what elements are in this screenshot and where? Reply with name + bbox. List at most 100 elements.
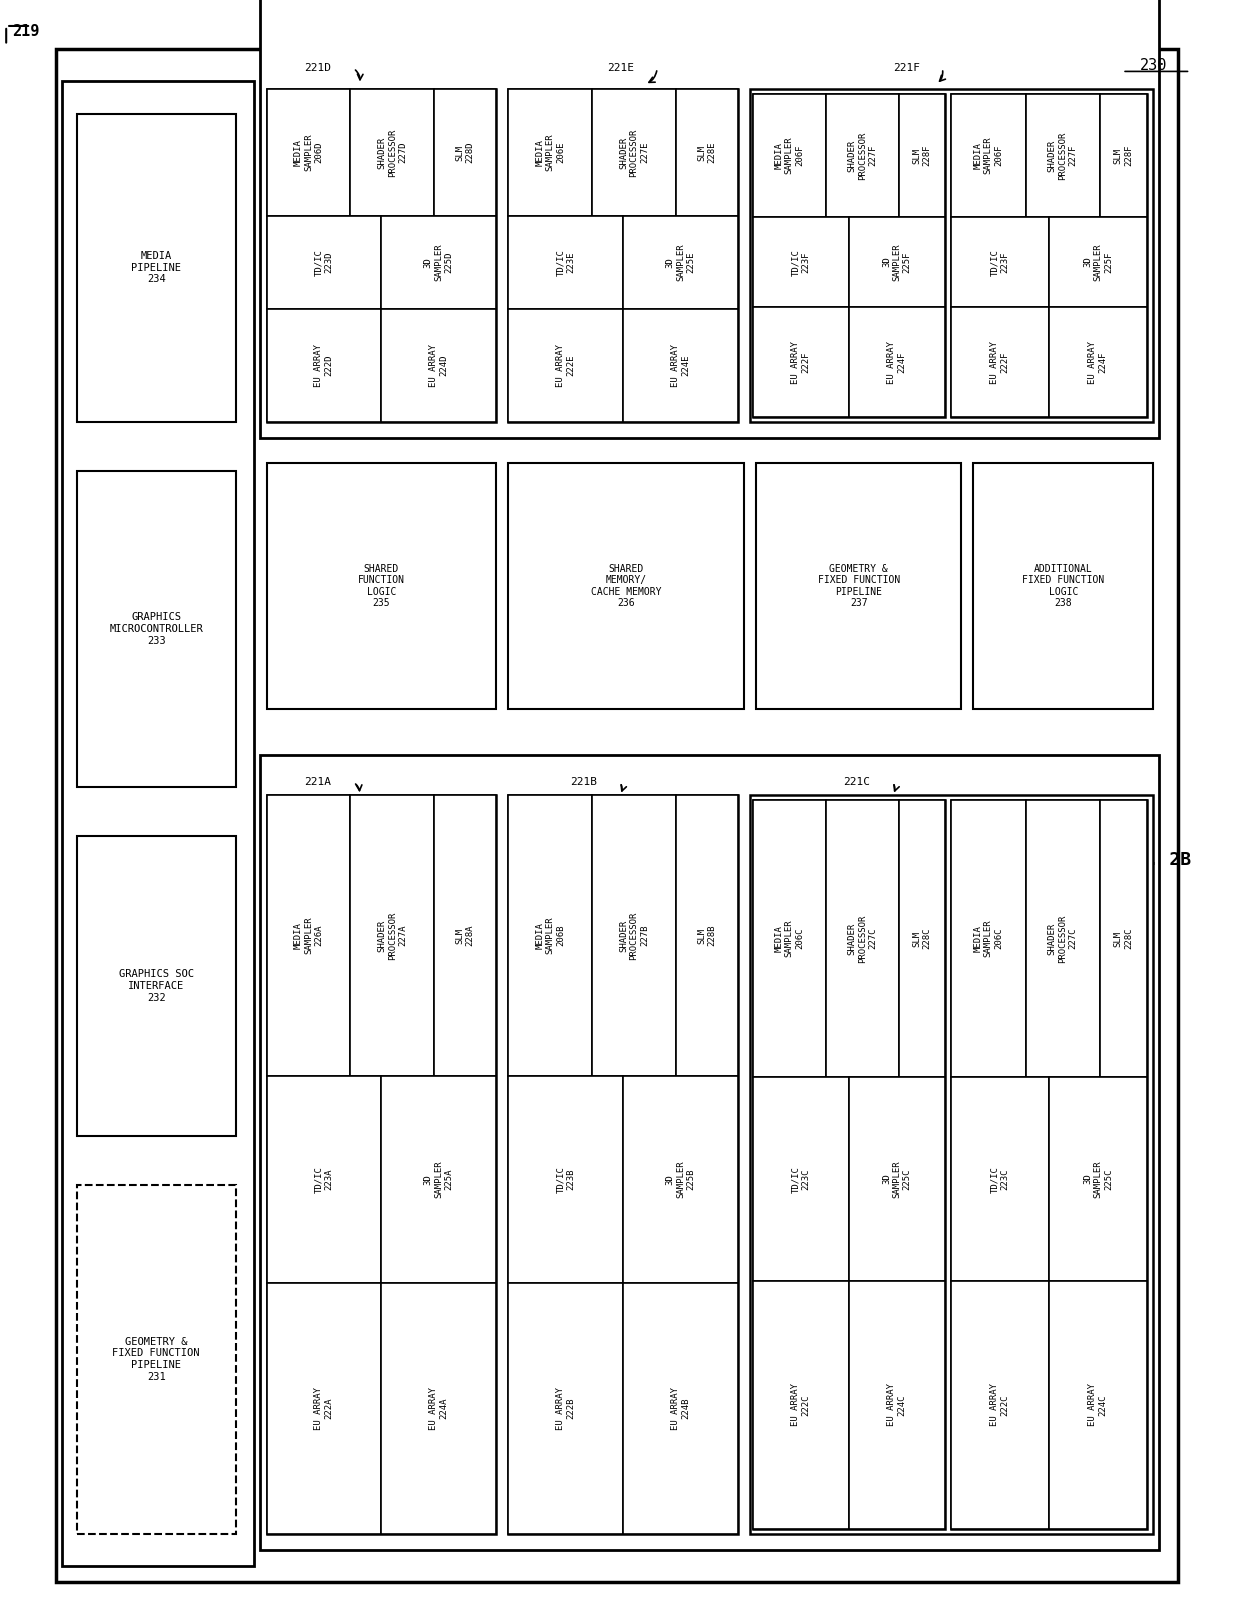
- Text: EU ARRAY
224C: EU ARRAY 224C: [887, 1383, 906, 1427]
- Text: 221E: 221E: [608, 63, 635, 73]
- Text: EU ARRAY
222A: EU ARRAY 222A: [314, 1386, 334, 1430]
- FancyBboxPatch shape: [899, 800, 945, 1078]
- Text: SHADER
PROCESSOR
227D: SHADER PROCESSOR 227D: [377, 128, 407, 177]
- Text: SHADER
PROCESSOR
227E: SHADER PROCESSOR 227E: [619, 128, 649, 177]
- Text: SHADER
PROCESSOR
227F: SHADER PROCESSOR 227F: [847, 131, 877, 180]
- FancyBboxPatch shape: [77, 471, 236, 787]
- Text: MEDIA
SAMPLER
226A: MEDIA SAMPLER 226A: [294, 917, 324, 954]
- FancyBboxPatch shape: [1049, 1281, 1147, 1529]
- Text: 3D
SAMPLER
225E: 3D SAMPLER 225E: [666, 243, 696, 281]
- Text: SLM
228B: SLM 228B: [697, 925, 717, 946]
- FancyBboxPatch shape: [676, 89, 738, 216]
- Text: SHADER
PROCESSOR
227C: SHADER PROCESSOR 227C: [847, 914, 877, 962]
- FancyBboxPatch shape: [508, 1282, 622, 1534]
- FancyBboxPatch shape: [951, 800, 1147, 1529]
- Text: EU ARRAY
224D: EU ARRAY 224D: [429, 344, 449, 386]
- Text: EU ARRAY
222F: EU ARRAY 222F: [791, 341, 811, 383]
- FancyBboxPatch shape: [267, 308, 382, 422]
- Text: TD/IC
223F: TD/IC 223F: [791, 248, 811, 276]
- Text: EU ARRAY
224F: EU ARRAY 224F: [887, 341, 906, 383]
- Text: MEDIA
SAMPLER
206F: MEDIA SAMPLER 206F: [774, 136, 804, 174]
- FancyBboxPatch shape: [622, 216, 738, 308]
- Text: 3D
SAMPLER
225D: 3D SAMPLER 225D: [424, 243, 454, 281]
- FancyBboxPatch shape: [77, 114, 236, 422]
- Text: GRAPHICS
MICROCONTROLLER
233: GRAPHICS MICROCONTROLLER 233: [109, 612, 203, 646]
- Text: TD/IC
223F: TD/IC 223F: [991, 248, 1009, 276]
- Text: 3D
SAMPLER
225F: 3D SAMPLER 225F: [1083, 243, 1114, 281]
- Text: 3D
SAMPLER
225C: 3D SAMPLER 225C: [882, 1160, 911, 1198]
- Text: SHADER
PROCESSOR
227C: SHADER PROCESSOR 227C: [1048, 914, 1078, 962]
- FancyBboxPatch shape: [753, 94, 826, 217]
- Text: SLM
228F: SLM 228F: [913, 144, 931, 166]
- FancyBboxPatch shape: [267, 795, 351, 1076]
- FancyBboxPatch shape: [267, 1282, 382, 1534]
- Text: MEDIA
SAMPLER
206F: MEDIA SAMPLER 206F: [973, 136, 1003, 174]
- Text: EU ARRAY
224E: EU ARRAY 224E: [671, 344, 691, 386]
- Text: SHADER
PROCESSOR
227F: SHADER PROCESSOR 227F: [1048, 131, 1078, 180]
- FancyBboxPatch shape: [593, 795, 676, 1076]
- Text: TD/IC
223C: TD/IC 223C: [991, 1165, 1009, 1193]
- Text: TD/IC
223A: TD/IC 223A: [314, 1165, 334, 1193]
- Text: SHADER
PROCESSOR
227B: SHADER PROCESSOR 227B: [619, 912, 649, 959]
- Text: EU ARRAY
222E: EU ARRAY 222E: [556, 344, 575, 386]
- FancyBboxPatch shape: [848, 1281, 945, 1529]
- FancyBboxPatch shape: [434, 795, 496, 1076]
- FancyBboxPatch shape: [753, 1281, 848, 1529]
- FancyBboxPatch shape: [593, 89, 676, 216]
- Text: SLM
228A: SLM 228A: [455, 925, 475, 946]
- FancyBboxPatch shape: [351, 795, 434, 1076]
- FancyBboxPatch shape: [622, 1282, 738, 1534]
- FancyBboxPatch shape: [899, 94, 945, 217]
- FancyBboxPatch shape: [508, 1076, 622, 1282]
- FancyBboxPatch shape: [267, 89, 496, 422]
- FancyBboxPatch shape: [382, 308, 496, 422]
- Text: 221D: 221D: [304, 63, 331, 73]
- FancyBboxPatch shape: [951, 217, 1049, 307]
- FancyBboxPatch shape: [1049, 307, 1147, 417]
- Text: EU ARRAY
222C: EU ARRAY 222C: [791, 1383, 811, 1427]
- FancyBboxPatch shape: [351, 89, 434, 216]
- Text: SHARED
FUNCTION
LOGIC
235: SHARED FUNCTION LOGIC 235: [358, 563, 404, 609]
- Text: MEDIA
SAMPLER
206D: MEDIA SAMPLER 206D: [294, 133, 324, 172]
- Text: TD/IC
223C: TD/IC 223C: [791, 1165, 811, 1193]
- FancyBboxPatch shape: [1025, 800, 1100, 1078]
- FancyBboxPatch shape: [951, 800, 1025, 1078]
- Text: SLM
228C: SLM 228C: [913, 928, 931, 949]
- Text: 221B: 221B: [570, 777, 598, 787]
- FancyBboxPatch shape: [622, 1076, 738, 1282]
- Text: SLM
228E: SLM 228E: [697, 141, 717, 164]
- FancyBboxPatch shape: [77, 836, 236, 1136]
- Text: ADDITIONAL
FIXED FUNCTION
LOGIC
238: ADDITIONAL FIXED FUNCTION LOGIC 238: [1022, 563, 1105, 609]
- Text: MEDIA
PIPELINE
234: MEDIA PIPELINE 234: [131, 252, 181, 284]
- FancyBboxPatch shape: [1049, 1078, 1147, 1281]
- FancyBboxPatch shape: [753, 800, 945, 1529]
- Text: MEDIA
SAMPLER
206C: MEDIA SAMPLER 206C: [973, 920, 1003, 958]
- FancyBboxPatch shape: [1025, 94, 1100, 217]
- FancyBboxPatch shape: [951, 94, 1025, 217]
- FancyBboxPatch shape: [382, 216, 496, 308]
- Text: MEDIA
SAMPLER
206B: MEDIA SAMPLER 206B: [536, 917, 565, 954]
- Text: SHARED
MEMORY/
CACHE MEMORY
236: SHARED MEMORY/ CACHE MEMORY 236: [591, 563, 661, 609]
- Text: FIG. 2B: FIG. 2B: [1115, 850, 1192, 870]
- FancyBboxPatch shape: [756, 463, 961, 709]
- Text: 3D
SAMPLER
225C: 3D SAMPLER 225C: [1083, 1160, 1114, 1198]
- FancyBboxPatch shape: [753, 800, 826, 1078]
- Text: EU ARRAY
222C: EU ARRAY 222C: [991, 1383, 1009, 1427]
- Text: EU ARRAY
224A: EU ARRAY 224A: [429, 1386, 449, 1430]
- FancyBboxPatch shape: [1100, 800, 1147, 1078]
- Text: TD/IC
223E: TD/IC 223E: [556, 248, 575, 276]
- Text: EU ARRAY
224C: EU ARRAY 224C: [1089, 1383, 1107, 1427]
- FancyBboxPatch shape: [750, 795, 1153, 1534]
- Text: 221C: 221C: [843, 777, 870, 787]
- FancyBboxPatch shape: [508, 795, 738, 1534]
- FancyBboxPatch shape: [508, 463, 744, 709]
- FancyBboxPatch shape: [434, 89, 496, 216]
- FancyBboxPatch shape: [267, 463, 496, 709]
- FancyBboxPatch shape: [750, 89, 1153, 422]
- FancyBboxPatch shape: [508, 89, 593, 216]
- FancyBboxPatch shape: [267, 795, 496, 1534]
- Text: EU ARRAY
222D: EU ARRAY 222D: [314, 344, 334, 386]
- Text: TD/IC
223D: TD/IC 223D: [314, 248, 334, 276]
- Text: GEOMETRY &
FIXED FUNCTION
PIPELINE
231: GEOMETRY & FIXED FUNCTION PIPELINE 231: [113, 1337, 200, 1381]
- FancyBboxPatch shape: [382, 1282, 496, 1534]
